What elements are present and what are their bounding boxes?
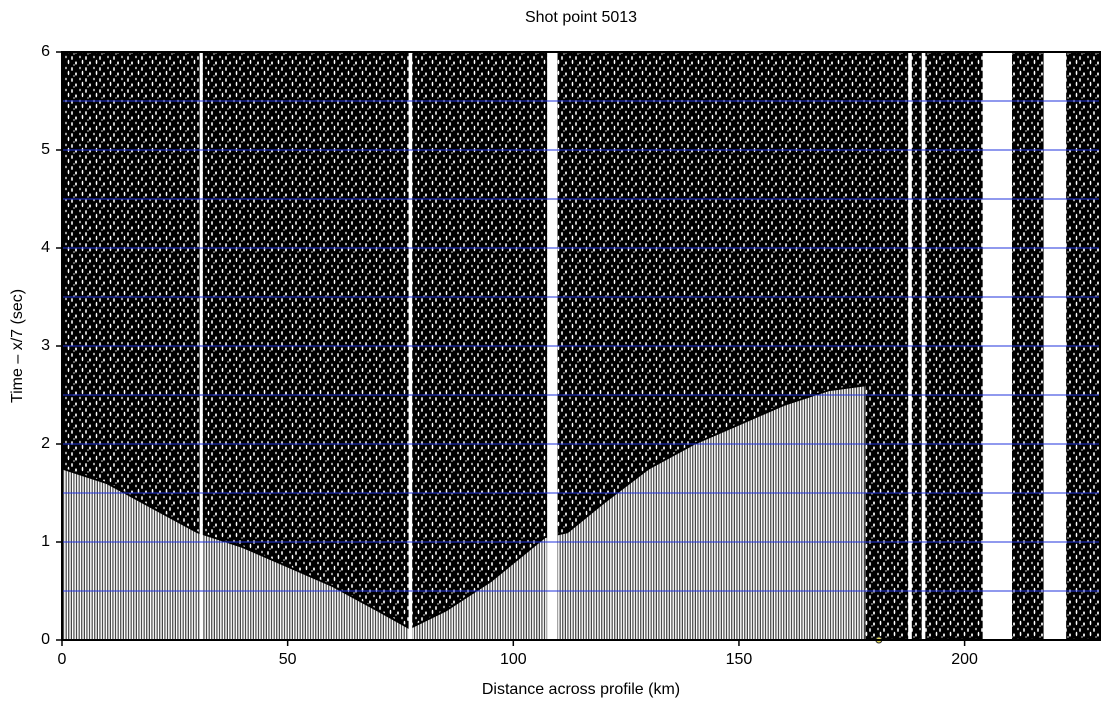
x-tick-label: 50 bbox=[279, 651, 297, 668]
plot-area bbox=[62, 52, 1100, 640]
x-tick-label: 150 bbox=[726, 651, 753, 668]
pre-arrival-traces bbox=[62, 385, 866, 640]
x-tick-label: 0 bbox=[58, 651, 67, 668]
y-tick-label: 6 bbox=[41, 43, 50, 60]
x-axis-label: Distance across profile (km) bbox=[482, 681, 680, 698]
y-tick-label: 1 bbox=[41, 533, 50, 550]
x-tick-label: 200 bbox=[951, 651, 978, 668]
y-tick-label: 5 bbox=[41, 141, 50, 158]
y-tick-label: 2 bbox=[41, 435, 50, 452]
y-axis-label: Time – x/7 (sec) bbox=[9, 289, 26, 403]
chart-title: Shot point 5013 bbox=[525, 9, 637, 26]
y-tick-label: 4 bbox=[41, 239, 50, 256]
x-tick-label: 100 bbox=[500, 651, 527, 668]
y-tick-label: 3 bbox=[41, 337, 50, 354]
axes: 0 50 100 150 200 0 1 2 3 4 5 6 bbox=[41, 43, 1101, 668]
y-tick-label: 0 bbox=[41, 631, 50, 648]
first-arrival-line bbox=[62, 384, 866, 630]
